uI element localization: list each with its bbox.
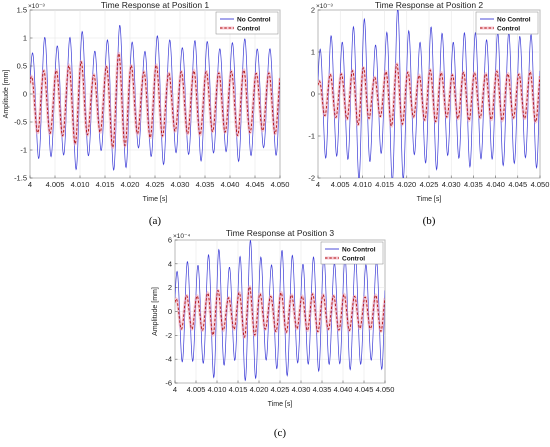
- chart-panel-2: 4 4.005 4.010 4.015 4.020 4.025 4.030 4.035 4.04…: [308, 0, 549, 227]
- y-tick-label: -1: [308, 132, 315, 141]
- y-tick-label: 6: [168, 236, 172, 245]
- x-tick-label: 4.045: [355, 385, 374, 394]
- y-tick-label: 0: [23, 90, 27, 99]
- x-tick-label: 4.015: [375, 180, 394, 189]
- y-tick-label: -1: [20, 146, 27, 155]
- x-tick-label: 4.005: [331, 180, 350, 189]
- panel-label: (a): [149, 215, 162, 227]
- y-tick-label: -2: [308, 174, 315, 183]
- x-tick-label: 4.015: [229, 385, 248, 394]
- x-axis-label: Time [s]: [143, 196, 168, 203]
- chart-title: Time Response at Position 1: [101, 0, 210, 10]
- x-tick-label: 4.015: [96, 180, 115, 189]
- chart-title: Time Response at Position 2: [375, 0, 484, 10]
- y-tick-label: 1.5: [17, 6, 27, 15]
- y-tick-label: -4: [165, 355, 172, 364]
- x-tick-label: 4.020: [397, 180, 416, 189]
- series-no-control-line: [175, 240, 385, 382]
- chart-panel-3: 4 4.005 4.010 4.015 4.020 4.025 4.030 4.035 4.04…: [152, 228, 394, 439]
- x-tick-label: 4.020: [250, 385, 269, 394]
- x-tick-label: 4.045: [246, 180, 265, 189]
- x-tick-label: 4.005: [46, 180, 65, 189]
- x-tick-label: 4.050: [531, 180, 550, 189]
- series-control-line: [175, 286, 385, 338]
- y-tick-label: 0: [311, 90, 315, 99]
- x-axis-label: Time [s]: [268, 401, 293, 408]
- legend: No Control Control: [475, 11, 539, 35]
- x-tick-label: 4.025: [420, 180, 439, 189]
- y-tick-label: 2: [311, 6, 315, 15]
- y-tick-label: 1: [311, 48, 315, 57]
- x-tick-label: 4.050: [376, 385, 395, 394]
- x-tick-label: 4.025: [271, 385, 290, 394]
- x-tick-label: 4: [316, 180, 320, 189]
- series-control-line: [30, 53, 280, 148]
- y-tick-label: 0.5: [17, 62, 27, 71]
- y-tick-label: -0.5: [14, 118, 27, 127]
- x-tick-label: 4.010: [208, 385, 227, 394]
- y-axis-label: Amplitude [mm]: [152, 287, 159, 336]
- y-tick-label: -1.5: [14, 174, 27, 183]
- y-axis-exponent: ×10⁻³: [28, 3, 45, 10]
- legend-label-control: Control: [237, 25, 260, 32]
- legend-label-no-control: No Control: [237, 16, 271, 23]
- x-tick-label: 4.020: [121, 180, 140, 189]
- y-tick-label: 1: [23, 34, 27, 43]
- legend-label-control: Control: [497, 25, 520, 32]
- x-tick-label: 4.035: [313, 385, 332, 394]
- x-tick-label: 4.040: [221, 180, 240, 189]
- legend: No Control Control: [320, 241, 384, 265]
- x-tick-label: 4.010: [353, 180, 372, 189]
- chart-panel-1: 4 4.005 4.010 4.015 4.020 4.025 4.030 4.035 4.04…: [3, 0, 289, 227]
- y-tick-label: 0: [168, 307, 172, 316]
- chart-title: Time Response at Position 3: [226, 228, 335, 238]
- x-axis-label: Time [s]: [417, 196, 442, 203]
- legend-label-no-control: No Control: [497, 16, 531, 23]
- y-tick-label: 2: [168, 283, 172, 292]
- y-axis-exponent: ×10⁻⁴: [173, 233, 190, 240]
- panel-label: (b): [423, 215, 436, 227]
- x-tick-label: 4.030: [292, 385, 311, 394]
- legend-label-control: Control: [342, 255, 365, 262]
- y-tick-label: -2: [165, 331, 172, 340]
- series-control-line: [318, 63, 540, 127]
- x-tick-label: 4.025: [146, 180, 165, 189]
- x-tick-label: 4.030: [442, 180, 461, 189]
- x-tick-label: 4.035: [464, 180, 483, 189]
- x-tick-label: 4.040: [334, 385, 353, 394]
- x-tick-label: 4.030: [171, 180, 190, 189]
- x-tick-label: 4: [28, 180, 32, 189]
- x-tick-label: 4.040: [486, 180, 505, 189]
- x-tick-label: 4.035: [196, 180, 215, 189]
- x-tick-label: 4.050: [271, 180, 290, 189]
- y-axis-exponent: ×10⁻³: [316, 3, 333, 10]
- y-tick-label: -6: [165, 379, 172, 388]
- legend: No Control Control: [215, 11, 279, 35]
- x-tick-label: 4.010: [71, 180, 90, 189]
- panel-label: (c): [274, 427, 287, 439]
- x-tick-label: 4.005: [187, 385, 206, 394]
- x-tick-label: 4: [173, 385, 177, 394]
- legend-label-no-control: No Control: [342, 246, 376, 253]
- y-tick-label: 4: [168, 259, 172, 268]
- y-axis-label: Amplitude [mm]: [3, 70, 10, 119]
- x-tick-label: 4.045: [508, 180, 527, 189]
